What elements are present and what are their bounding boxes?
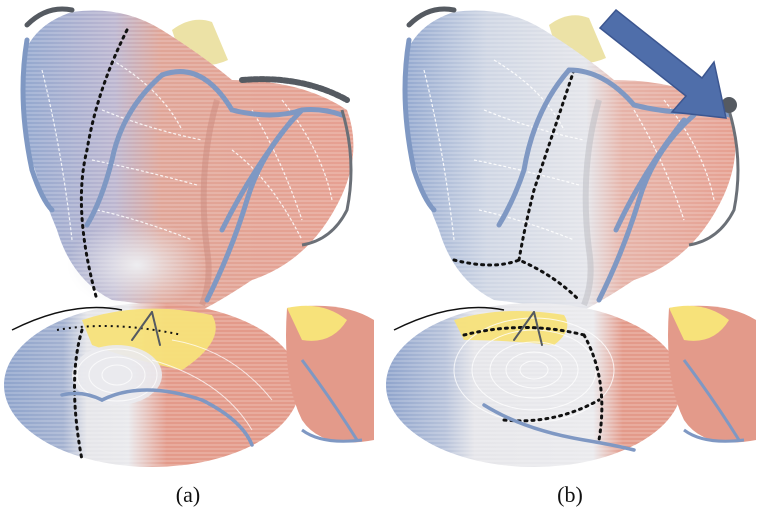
heart-visualization-b xyxy=(386,6,756,467)
heart-visualization-a xyxy=(4,6,374,467)
figure-panel-b xyxy=(384,0,756,475)
caption-b: (b) xyxy=(557,482,583,507)
figure-panel-a xyxy=(2,0,374,475)
caption-a: (a) xyxy=(175,482,201,507)
arrow-down-right-icon xyxy=(598,8,727,119)
